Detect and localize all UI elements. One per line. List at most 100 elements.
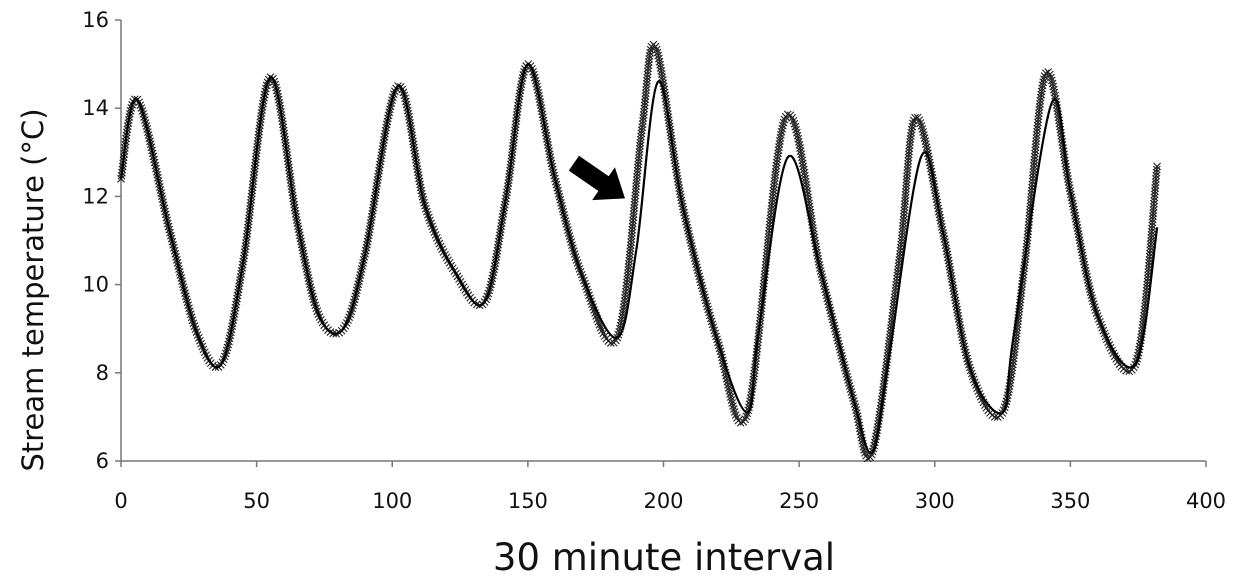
data-point-marker — [1151, 187, 1159, 196]
series-line — [120, 43, 1158, 460]
y-ticks: 6 8 10 12 14 16 — [82, 8, 121, 473]
data-point-marker — [901, 187, 910, 196]
data-point-marker — [630, 197, 639, 206]
data-point-marker — [767, 202, 776, 210]
data-point-marker — [1150, 196, 1159, 205]
data-point-marker — [900, 206, 909, 215]
data-point-marker — [907, 128, 916, 137]
data-point-marker — [767, 205, 776, 213]
data-point-marker — [1030, 152, 1039, 161]
data-point-marker — [1038, 81, 1047, 90]
data-point-marker — [1039, 78, 1048, 87]
data-point-marker — [899, 212, 908, 221]
data-point-marker — [634, 160, 643, 169]
data-point-marker — [920, 134, 929, 142]
data-point-marker — [727, 396, 736, 404]
data-point-marker — [626, 247, 635, 256]
data-point-marker — [773, 152, 782, 161]
data-point-marker — [898, 225, 907, 233]
data-point-marker — [775, 140, 784, 148]
data-point-marker — [639, 117, 647, 125]
data-point-marker — [1031, 149, 1039, 158]
data-point-marker — [624, 263, 633, 271]
data-point-marker — [768, 192, 777, 201]
data-point-marker — [801, 174, 810, 183]
data-point-marker — [902, 181, 911, 190]
data-point-marker — [909, 119, 917, 128]
data-point-marker — [1031, 146, 1040, 155]
data-point-marker — [906, 135, 915, 143]
data-point-marker — [903, 169, 912, 177]
data-point-marker — [904, 159, 912, 168]
annotation-arrow — [568, 155, 625, 201]
data-point-marker — [1049, 85, 1058, 94]
data-point-marker — [631, 185, 640, 194]
data-point-marker — [652, 45, 661, 54]
data-point-marker — [1047, 76, 1056, 85]
data-point-marker — [625, 256, 634, 265]
data-point-marker — [921, 137, 930, 145]
data-point-marker — [628, 219, 637, 228]
data-point-marker — [899, 218, 908, 227]
data-point-marker — [623, 272, 632, 281]
data-point-marker — [1047, 73, 1055, 82]
data-point-marker — [1146, 240, 1155, 249]
data-point-marker — [1148, 224, 1156, 233]
data-point-marker — [629, 216, 637, 225]
data-point-marker — [630, 200, 639, 209]
data-point-marker — [644, 64, 653, 73]
data-point-marker — [922, 140, 930, 149]
data-point-marker — [905, 147, 913, 156]
y-tick-label: 10 — [82, 273, 109, 297]
data-point-marker — [769, 186, 778, 195]
data-point-marker — [639, 110, 648, 119]
data-point-marker — [903, 172, 911, 181]
data-point-marker — [632, 176, 641, 184]
x-tick-label: 250 — [779, 489, 819, 513]
data-point-marker — [1034, 115, 1043, 124]
data-point-marker — [1150, 199, 1158, 208]
data-point-marker — [638, 123, 647, 132]
data-point-marker — [896, 243, 905, 252]
data-point-marker — [778, 121, 787, 130]
data-point-marker — [1028, 174, 1037, 183]
data-point-marker — [770, 180, 779, 189]
data-point-marker — [1148, 218, 1157, 227]
data-point-marker — [1030, 158, 1039, 167]
data-point-marker — [766, 211, 775, 220]
data-point-marker — [908, 122, 917, 131]
data-point-marker — [793, 131, 802, 140]
data-point-marker — [626, 244, 635, 253]
data-point-marker — [1035, 109, 1043, 118]
data-point-marker — [922, 143, 931, 152]
data-point-marker — [775, 143, 783, 151]
data-point-marker — [1039, 75, 1048, 84]
data-point-marker — [774, 146, 783, 155]
data-point-marker — [1028, 177, 1037, 186]
data-point-marker — [1031, 140, 1040, 149]
data-point-marker — [633, 166, 642, 175]
data-point-marker — [643, 76, 651, 85]
data-point-marker — [1152, 168, 1161, 177]
data-point-marker — [630, 204, 639, 212]
data-point-marker — [642, 83, 651, 91]
data-point-marker — [1148, 221, 1157, 230]
y-tick-label: 8 — [96, 361, 109, 385]
data-point-marker — [628, 225, 637, 234]
data-point-marker — [776, 137, 784, 145]
data-point-marker — [788, 114, 797, 122]
data-point-marker — [900, 200, 909, 209]
data-point-marker — [800, 171, 809, 180]
data-point-marker — [638, 120, 647, 129]
data-point-marker — [657, 67, 666, 75]
data-point-marker — [656, 63, 665, 72]
series-2 — [119, 62, 1159, 455]
data-point-marker — [802, 181, 811, 189]
data-point-marker — [800, 168, 809, 177]
data-point-marker — [1152, 165, 1161, 174]
data-point-marker — [622, 284, 631, 293]
data-point-marker — [619, 303, 628, 312]
data-point-marker — [770, 174, 779, 182]
data-point-marker — [1034, 112, 1043, 121]
data-point-marker — [799, 165, 808, 174]
